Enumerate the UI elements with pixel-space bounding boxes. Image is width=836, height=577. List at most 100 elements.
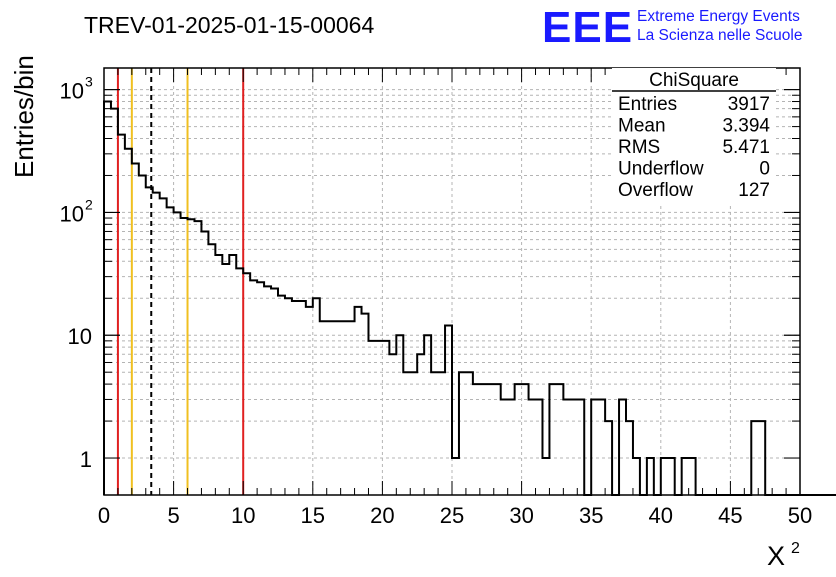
- histogram-bin: [153, 193, 160, 495]
- x-tick-label: 20: [370, 503, 394, 528]
- stats-row-label: Entries: [618, 94, 677, 115]
- logo-line-1: Extreme Energy Events: [637, 8, 800, 25]
- stats-row-label: Underflow: [618, 159, 704, 180]
- histogram-bin: [313, 298, 320, 495]
- histogram-bin: [188, 219, 195, 495]
- histogram-bin: [382, 341, 389, 495]
- stats-row-value: 127: [738, 180, 770, 201]
- histogram-bin: [494, 384, 501, 495]
- histogram-bin: [278, 296, 285, 495]
- histogram-bin: [466, 372, 473, 495]
- histogram-bin: [292, 301, 299, 495]
- histogram-bin: [563, 399, 570, 495]
- stats-box-title: ChiSquare: [649, 70, 739, 91]
- y-tick-label-exponent: 2: [85, 196, 93, 212]
- y-tick-label-exponent: 3: [85, 74, 93, 90]
- histogram-bin: [487, 384, 494, 495]
- x-axis-label: X 2: [767, 540, 800, 571]
- histogram-bin: [362, 314, 369, 495]
- histogram-bin: [529, 399, 536, 495]
- histogram-bin: [438, 372, 445, 495]
- y-tick-label: 10: [60, 201, 84, 226]
- histogram-bin: [334, 321, 341, 495]
- histogram-bin: [257, 282, 264, 495]
- stats-row-label: RMS: [618, 137, 660, 158]
- stats-row-value: 5.471: [722, 137, 770, 158]
- histogram-bin: [285, 298, 292, 495]
- histogram-bin: [508, 399, 515, 495]
- x-tick-label: 40: [649, 503, 673, 528]
- histogram-bin: [348, 321, 355, 495]
- histogram-bin: [556, 384, 563, 495]
- histogram-bin: [501, 399, 508, 495]
- histogram-bin: [368, 341, 375, 495]
- histogram-bin: [201, 231, 208, 495]
- histogram-bin: [229, 255, 236, 495]
- histogram-bin: [194, 221, 201, 495]
- histogram-bin: [549, 384, 556, 495]
- histogram-bin: [146, 187, 153, 495]
- stats-row-value: 0: [759, 159, 770, 180]
- x-tick-label: 10: [231, 503, 255, 528]
- x-axis-label-text: X: [767, 541, 785, 571]
- histogram-bin: [515, 384, 522, 495]
- histogram-bin: [424, 335, 431, 495]
- histogram-bin: [570, 399, 577, 495]
- x-axis-label-sup: 2: [791, 540, 800, 557]
- histogram-bin: [403, 372, 410, 495]
- stats-box: ChiSquare Entries 3917 Mean 3.394 RMS 5.471 Und…: [612, 68, 776, 205]
- x-tick-label: 15: [301, 503, 325, 528]
- histogram-bin: [375, 341, 382, 495]
- histogram-bin: [417, 354, 424, 495]
- histogram-bin: [236, 268, 243, 495]
- logo-line-2: La Scienza nelle Scuole: [637, 27, 802, 44]
- histogram-bin: [389, 354, 396, 495]
- histogram-bin: [689, 458, 696, 495]
- x-tick-label: 30: [509, 503, 533, 528]
- histogram-bin: [598, 399, 605, 495]
- y-tick-label: 1: [80, 447, 92, 472]
- histogram-bin: [125, 149, 132, 495]
- histogram-bin: [480, 384, 487, 495]
- histogram-bin: [626, 421, 633, 495]
- stats-row-value: 3917: [728, 94, 770, 115]
- x-tick-label: 35: [579, 503, 603, 528]
- histogram-bin: [591, 399, 598, 495]
- histogram-bin: [536, 399, 543, 495]
- histogram-bin: [668, 458, 675, 495]
- histogram-bin: [647, 458, 654, 495]
- histogram-bin: [215, 255, 222, 495]
- logo-mark: EEE: [542, 3, 633, 52]
- histogram-bin: [250, 280, 257, 495]
- histogram-bin: [181, 218, 188, 495]
- histogram-bin: [271, 289, 278, 495]
- y-axis-label: Entries/bin: [9, 55, 39, 178]
- histogram-bin: [160, 198, 167, 495]
- histogram-bin: [577, 399, 584, 495]
- chart-title: TREV-01-2025-01-15-00064: [84, 12, 374, 38]
- histogram-bin: [320, 321, 327, 495]
- histogram-bin: [542, 458, 549, 495]
- histogram-bin: [410, 372, 417, 495]
- histogram-bin: [222, 264, 229, 495]
- histogram-bin: [139, 175, 146, 495]
- histogram-bin: [459, 372, 466, 495]
- histogram-bin: [208, 244, 215, 495]
- histogram-bin: [167, 207, 174, 495]
- eee-logo: EEE Extreme Energy Events La Scienza nel…: [542, 3, 802, 52]
- histogram-bin: [661, 458, 668, 495]
- x-tick-label: 45: [718, 503, 742, 528]
- y-tick-label: 10: [60, 79, 84, 104]
- x-tick-label: 50: [788, 503, 812, 528]
- histogram-bin: [174, 212, 181, 495]
- stats-row-label: Overflow: [618, 180, 693, 201]
- histogram-bin: [132, 164, 139, 495]
- histogram-bin: [264, 286, 271, 495]
- histogram-bin: [299, 301, 306, 495]
- x-tick-label: 5: [167, 503, 179, 528]
- stats-row-value: 3.394: [722, 116, 770, 137]
- histogram-bin: [605, 421, 612, 495]
- y-tick-label: 10: [68, 324, 92, 349]
- histogram-bin: [341, 321, 348, 495]
